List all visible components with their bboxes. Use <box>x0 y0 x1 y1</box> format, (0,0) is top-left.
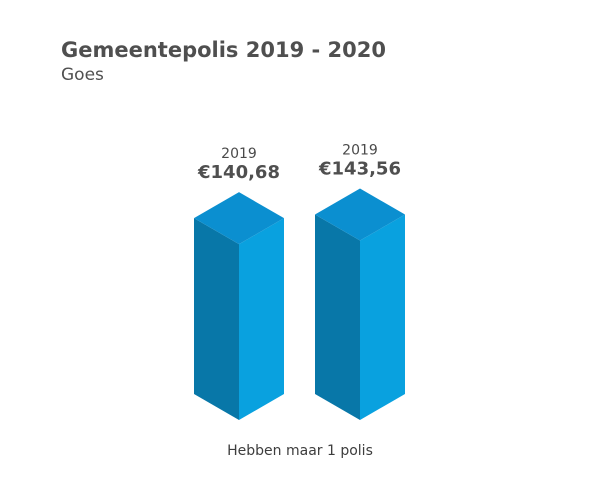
value-label-0: €140,68 <box>197 162 280 183</box>
bar-1-left-face <box>315 214 360 420</box>
chart-subtitle: Goes <box>61 65 104 85</box>
value-label-1: €143,56 <box>318 159 401 180</box>
bar-0-left-face <box>194 218 239 420</box>
bar-0-top-face <box>194 192 284 245</box>
bar-1-top-face <box>315 188 405 241</box>
bar-0-right-face <box>239 218 284 420</box>
x-axis-label: Hebben maar 1 polis <box>227 443 373 459</box>
category-label-1: 2019 <box>342 143 378 159</box>
bar-1 <box>315 188 405 420</box>
category-label-0: 2019 <box>221 146 257 162</box>
bar-0 <box>194 192 284 420</box>
chart-title: Gemeentepolis 2019 - 2020 <box>61 38 386 62</box>
bar-1-right-face <box>360 214 405 420</box>
